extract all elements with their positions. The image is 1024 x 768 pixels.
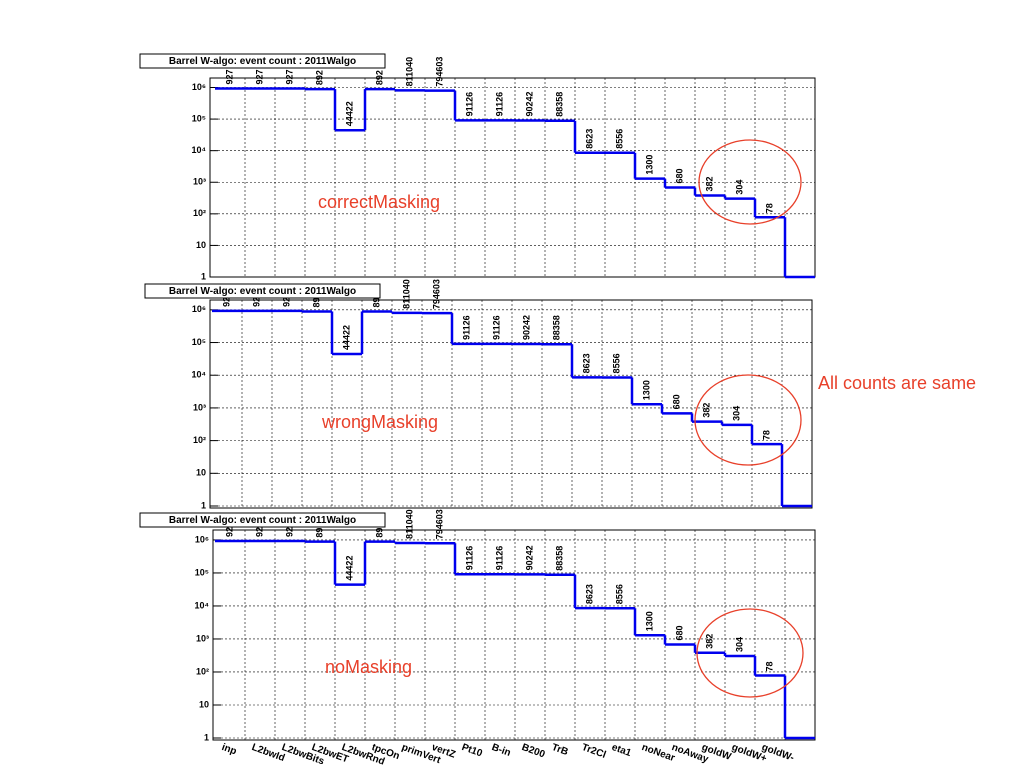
value-label: 811040 — [404, 509, 414, 539]
y-tick-label: 1 — [204, 732, 209, 742]
value-label: 8556 — [614, 584, 624, 604]
value-label: 44422 — [344, 101, 354, 126]
highlight-circle — [698, 139, 802, 225]
x-tick-label: TrB — [550, 742, 569, 758]
value-label: 304 — [731, 406, 741, 421]
x-tick-label: inp — [220, 742, 238, 757]
value-label: 927 — [254, 70, 264, 85]
value-label: 91126 — [494, 546, 504, 571]
value-label: 892 — [314, 523, 324, 538]
y-tick-label: 10³ — [196, 633, 209, 643]
value-label: 91126 — [491, 315, 501, 340]
title-box — [144, 283, 381, 299]
value-label: 90242 — [524, 91, 534, 116]
highlight-circle — [696, 608, 804, 698]
value-label: 680 — [671, 394, 681, 409]
y-tick-label: 10² — [193, 435, 206, 445]
value-label: 892 — [374, 523, 384, 538]
value-label: 78 — [764, 203, 774, 213]
value-label: 44422 — [344, 556, 354, 581]
y-tick-label: 10⁵ — [192, 113, 206, 123]
y-tick-label: 10⁵ — [192, 337, 206, 347]
y-tick-label: 10 — [199, 699, 209, 709]
value-label: 892 — [314, 70, 324, 85]
y-tick-label: 1 — [201, 500, 206, 510]
value-label: 794603 — [434, 57, 444, 87]
y-tick-label: 10³ — [193, 177, 206, 187]
value-label: 304 — [734, 637, 744, 652]
value-label: 927 — [284, 522, 294, 537]
value-label: 1300 — [641, 380, 651, 400]
annotation: wrongMasking — [321, 412, 438, 432]
value-label: 680 — [674, 169, 684, 184]
value-label: 892 — [371, 292, 381, 307]
chart-title: Barrel W-algo: event count : 2011Walgo — [169, 515, 356, 526]
value-label: 91126 — [464, 92, 474, 117]
value-label: 927 — [221, 292, 231, 307]
value-label: 892 — [374, 70, 384, 85]
title-box — [139, 512, 386, 528]
value-label: 382 — [704, 634, 714, 649]
chart: 1 10 10² 10³ 10⁴ 10⁵ 10⁶ 927 927 927 892 44422 892 81… — [139, 53, 816, 281]
value-label: 8556 — [611, 353, 621, 373]
y-tick-label: 10⁴ — [192, 370, 206, 380]
value-label: 927 — [251, 292, 261, 307]
y-tick-label: 10⁴ — [195, 600, 209, 610]
value-label: 8556 — [614, 129, 624, 149]
title-box — [139, 53, 386, 69]
value-label: 91126 — [461, 315, 471, 340]
value-label: 927 — [281, 292, 291, 307]
chart-title: Barrel W-algo: event count : 2011Walgo — [169, 286, 356, 297]
value-label: 88358 — [554, 546, 564, 571]
value-label: 88358 — [554, 92, 564, 117]
note: All counts are same — [818, 373, 976, 393]
y-tick-label: 10² — [196, 666, 209, 676]
chart: 1 10 10² 10³ 10⁴ 10⁵ 10⁶ 927 927 927 892 44422 892 81… — [144, 279, 813, 510]
value-label: 44422 — [341, 325, 351, 350]
value-label: 90242 — [521, 315, 531, 340]
value-label: 927 — [254, 522, 264, 537]
value-label: 680 — [674, 625, 684, 640]
chart: 11010²10³10⁴10⁵10⁶927inp927L2bwId927L2bw… — [139, 509, 816, 768]
y-tick-label: 10 — [196, 240, 206, 250]
annotation: correctMasking — [318, 192, 440, 212]
value-label: 91126 — [464, 546, 474, 571]
y-tick-label: 10⁶ — [192, 304, 206, 314]
value-label: 382 — [704, 176, 714, 191]
value-label: 892 — [311, 292, 321, 307]
annotation: noMasking — [325, 657, 412, 677]
value-label: 794603 — [434, 509, 444, 539]
value-label: 88358 — [551, 315, 561, 340]
highlight-circle — [694, 374, 802, 466]
y-tick-label: 10 — [196, 468, 206, 478]
value-label: 927 — [224, 70, 234, 85]
value-label: 1300 — [644, 155, 654, 175]
value-label: 1300 — [644, 611, 654, 631]
value-label: 811040 — [404, 57, 414, 87]
plot-frame — [209, 77, 816, 278]
value-label: 382 — [701, 403, 711, 418]
value-label: 927 — [224, 522, 234, 537]
chart-title: Barrel W-algo: event count : 2011Walgo — [169, 56, 356, 67]
value-label: 8623 — [581, 353, 591, 373]
charts: 1 10 10² 10³ 10⁴ 10⁵ 10⁶ 927 927 927 892 44422 892 81… — [139, 53, 816, 768]
value-label: 304 — [734, 180, 744, 195]
y-tick-label: 10³ — [193, 402, 206, 412]
value-label: 8623 — [584, 584, 594, 604]
y-tick-label: 10⁶ — [195, 534, 209, 544]
value-label: 8623 — [584, 129, 594, 149]
value-label: 927 — [284, 70, 294, 85]
y-tick-label: 10⁴ — [192, 145, 206, 155]
y-tick-label: 10⁶ — [192, 82, 206, 92]
value-label: 794603 — [431, 279, 441, 309]
y-tick-label: 10⁵ — [195, 567, 209, 577]
value-label: 90242 — [524, 545, 534, 570]
y-tick-label: 10² — [193, 208, 206, 218]
value-label: 811040 — [401, 279, 411, 309]
value-label: 78 — [761, 430, 771, 440]
value-label: 91126 — [494, 92, 504, 117]
y-tick-label: 1 — [201, 271, 206, 281]
value-label: 78 — [764, 662, 774, 672]
